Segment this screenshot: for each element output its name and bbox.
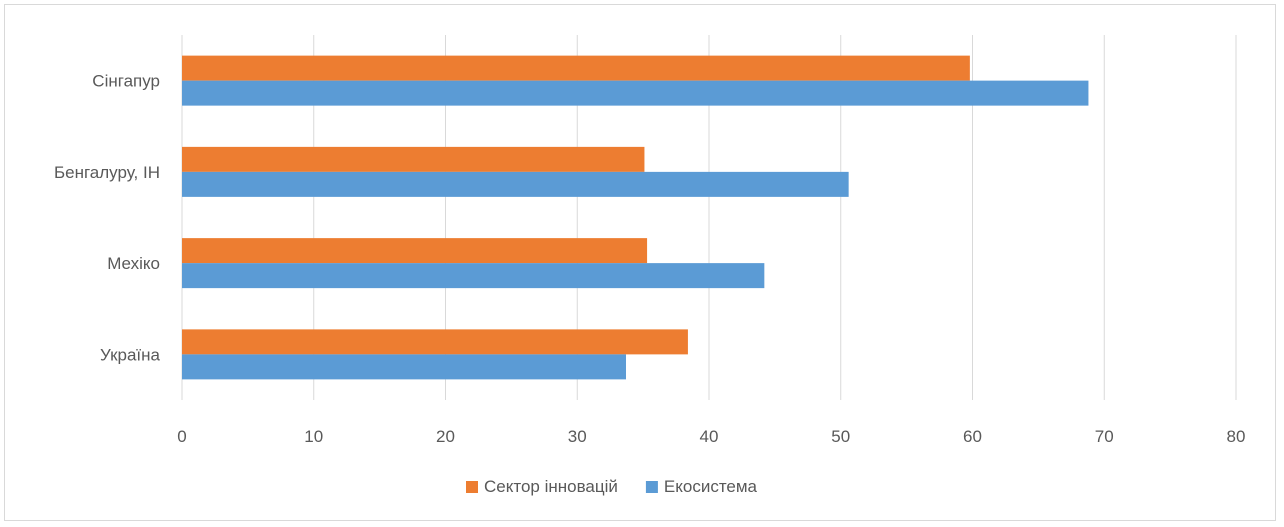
bar bbox=[182, 354, 626, 380]
legend-label: Сектор інновацій bbox=[484, 477, 618, 496]
category-label: Мехіко bbox=[107, 254, 160, 273]
x-tick-label: 80 bbox=[1227, 427, 1246, 446]
legend-swatch bbox=[466, 481, 478, 493]
legend-swatch bbox=[645, 481, 658, 493]
bar bbox=[182, 329, 688, 355]
x-tick-label: 20 bbox=[436, 427, 455, 446]
bar bbox=[182, 55, 970, 81]
bar bbox=[182, 146, 645, 172]
x-tick-label: 30 bbox=[568, 427, 587, 446]
x-tick-label: 10 bbox=[304, 427, 323, 446]
legend-label: Екосистема bbox=[664, 477, 758, 496]
bar bbox=[182, 238, 648, 264]
x-tick-label: 40 bbox=[700, 427, 719, 446]
x-tick-label: 60 bbox=[963, 427, 982, 446]
category-label: Україна bbox=[100, 345, 160, 364]
category-label: Бенгалуру, ІН bbox=[54, 163, 160, 182]
x-tick-label: 50 bbox=[831, 427, 850, 446]
bar bbox=[182, 80, 1089, 106]
bars bbox=[182, 55, 1089, 380]
category-label: Сінгапур bbox=[92, 72, 160, 91]
bar bbox=[182, 171, 849, 197]
x-tick-label: 70 bbox=[1095, 427, 1114, 446]
x-tick-labels: 0 10 20 30 40 50 60 70 80 bbox=[177, 427, 1245, 446]
legend: Сектор інновацій Екосистема bbox=[466, 477, 758, 496]
category-labels: Сінгапур Бенгалуру, ІН Мехіко Україна bbox=[54, 72, 161, 365]
bar bbox=[182, 263, 765, 289]
x-tick-label: 0 bbox=[177, 427, 186, 446]
